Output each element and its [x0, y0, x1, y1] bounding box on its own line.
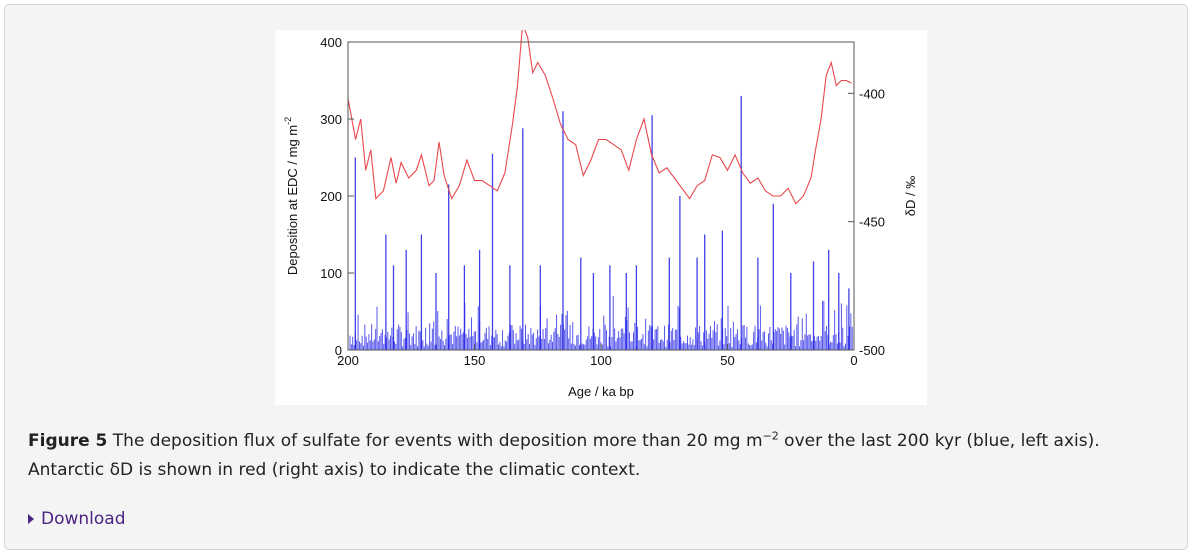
x-tick-label: 50 — [720, 353, 734, 368]
y-axis-label: Deposition at EDC / mg m-2 — [283, 117, 300, 275]
download-link[interactable]: Download — [28, 509, 126, 529]
y-tick-label: 0 — [335, 343, 342, 358]
figure-image: 0 100 200 300 400 -500 -450 -400 200 150 100 50 0 Age… — [275, 30, 927, 405]
y-tick-label: 200 — [320, 189, 342, 204]
caption-text-part2: over the last 200 kyr (blue, left axis).… — [28, 431, 1100, 480]
y-tick-label: 300 — [320, 112, 342, 127]
caret-right-icon — [28, 514, 34, 524]
y2-tick-label: -400 — [859, 86, 885, 101]
y2-tick-label: -500 — [859, 343, 885, 358]
y2-axis-label: δD / ‰ — [903, 176, 918, 216]
x-tick-label: 100 — [590, 353, 612, 368]
x-tick-label: 150 — [464, 353, 486, 368]
y-axis-label-text: Deposition at EDC / mg m — [285, 125, 300, 275]
y-axis-label-superscript: -2 — [283, 117, 293, 125]
figure-caption: Figure 5 The deposition flux of sulfate … — [28, 427, 1173, 485]
delta-d-line — [347, 30, 852, 205]
x-tick-label: 200 — [337, 353, 359, 368]
y-tick-label: 100 — [320, 266, 342, 281]
download-label: Download — [41, 509, 126, 529]
x-axis-label: Age / ka bp — [568, 384, 634, 399]
caption-label: Figure 5 — [28, 431, 108, 451]
y2-tick-label: -450 — [859, 215, 885, 230]
caption-superscript: −2 — [762, 429, 779, 443]
chart-svg: 0 100 200 300 400 -500 -450 -400 200 150 100 50 0 Age… — [283, 30, 918, 399]
caption-text-part1: The deposition flux of sulfate for event… — [107, 431, 763, 451]
figure-container: 0 100 200 300 400 -500 -450 -400 200 150 100 50 0 Age… — [4, 4, 1188, 550]
x-tick-label: 0 — [850, 353, 857, 368]
y-tick-label: 400 — [320, 35, 342, 50]
